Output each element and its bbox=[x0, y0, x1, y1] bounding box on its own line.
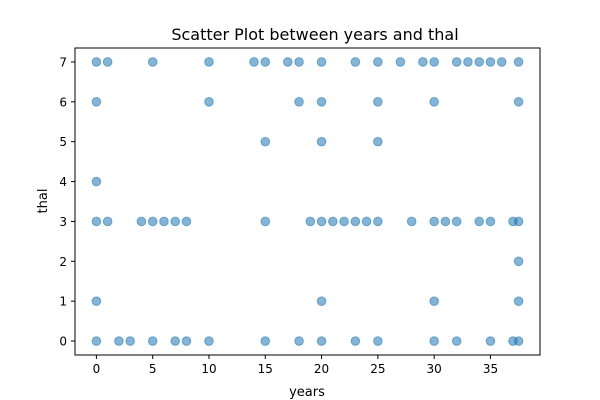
data-point bbox=[316, 97, 327, 107]
data-point bbox=[204, 57, 214, 67]
data-point bbox=[429, 296, 439, 306]
y-tick-label: 5 bbox=[59, 135, 67, 149]
x-axis-ticks: 0 5 10 15 20 25 30 35 bbox=[93, 355, 498, 376]
x-tick-label: 0 bbox=[93, 362, 101, 376]
x-tick-label: 35 bbox=[483, 362, 498, 376]
data-point bbox=[91, 216, 102, 227]
data-point bbox=[373, 97, 383, 107]
data-point bbox=[395, 57, 406, 67]
data-point bbox=[102, 57, 113, 67]
data-point bbox=[316, 296, 327, 306]
x-tick-label: 10 bbox=[201, 362, 216, 376]
data-point bbox=[350, 216, 361, 227]
y-tick-label: 0 bbox=[59, 335, 67, 349]
y-tick-label: 3 bbox=[59, 215, 67, 229]
data-point bbox=[283, 57, 293, 67]
plot-area-frame bbox=[74, 47, 541, 356]
y-tick-label: 6 bbox=[59, 95, 67, 109]
y-axis-label: thal bbox=[36, 189, 51, 214]
data-point bbox=[350, 57, 361, 67]
x-tick-label: 25 bbox=[370, 362, 385, 376]
data-point bbox=[373, 336, 383, 346]
data-point bbox=[429, 97, 439, 107]
x-tick-label: 20 bbox=[314, 362, 329, 376]
data-point bbox=[147, 57, 158, 67]
data-point bbox=[485, 57, 496, 67]
data-point bbox=[485, 336, 496, 346]
data-point bbox=[294, 57, 304, 67]
y-tick-label: 7 bbox=[59, 55, 67, 69]
data-point bbox=[406, 216, 417, 227]
data-point bbox=[305, 216, 316, 227]
data-point bbox=[249, 57, 259, 67]
data-point bbox=[91, 336, 102, 346]
data-point bbox=[294, 97, 304, 107]
data-point bbox=[429, 57, 439, 67]
data-point bbox=[373, 57, 383, 67]
data-point bbox=[91, 97, 102, 107]
data-point bbox=[91, 176, 102, 187]
data-point bbox=[361, 216, 372, 227]
data-point bbox=[418, 57, 428, 67]
data-point bbox=[170, 336, 181, 346]
data-point bbox=[147, 216, 158, 227]
x-axis-label: years bbox=[289, 385, 325, 400]
data-point bbox=[429, 216, 439, 227]
data-point bbox=[260, 336, 271, 346]
data-point bbox=[294, 336, 304, 346]
x-tick-label: 5 bbox=[149, 362, 157, 376]
x-tick-label: 15 bbox=[258, 362, 273, 376]
data-point bbox=[91, 296, 102, 306]
data-point bbox=[91, 57, 102, 67]
data-point bbox=[204, 336, 214, 346]
data-point bbox=[474, 57, 485, 67]
data-point bbox=[204, 97, 214, 107]
y-tick-label: 4 bbox=[59, 175, 67, 189]
data-point bbox=[373, 216, 383, 227]
data-point bbox=[159, 216, 169, 227]
data-point bbox=[170, 216, 181, 227]
data-point bbox=[474, 216, 485, 227]
data-points bbox=[91, 57, 524, 346]
y-tick-label: 2 bbox=[59, 255, 67, 269]
chart-title: Scatter Plot between years and thal bbox=[171, 25, 458, 44]
data-point bbox=[513, 97, 524, 107]
data-point bbox=[125, 336, 135, 346]
data-point bbox=[429, 336, 439, 346]
data-point bbox=[316, 216, 327, 227]
y-tick-label: 1 bbox=[59, 295, 67, 309]
data-point bbox=[147, 336, 158, 346]
data-point bbox=[260, 216, 271, 227]
data-point bbox=[316, 57, 327, 67]
data-point bbox=[451, 336, 462, 346]
data-point bbox=[260, 57, 271, 67]
x-tick-label: 30 bbox=[427, 362, 442, 376]
data-point bbox=[513, 336, 524, 346]
data-point bbox=[451, 57, 462, 67]
data-point bbox=[513, 296, 524, 306]
data-point bbox=[350, 336, 361, 346]
data-point bbox=[496, 57, 507, 67]
data-point bbox=[513, 216, 524, 227]
y-axis-ticks: 0 1 2 3 4 5 6 7 bbox=[59, 55, 75, 349]
data-point bbox=[136, 216, 147, 227]
data-point bbox=[102, 216, 113, 227]
data-point bbox=[181, 216, 192, 227]
data-point bbox=[373, 136, 383, 147]
data-point bbox=[485, 216, 496, 227]
data-point bbox=[463, 57, 473, 67]
data-point bbox=[316, 336, 327, 346]
data-point bbox=[260, 136, 271, 147]
data-point bbox=[339, 216, 349, 227]
data-point bbox=[451, 216, 462, 227]
data-point bbox=[513, 256, 524, 267]
data-point bbox=[114, 336, 124, 346]
data-point bbox=[181, 336, 192, 346]
data-point bbox=[316, 136, 327, 147]
data-point bbox=[328, 216, 338, 227]
data-point bbox=[513, 57, 524, 67]
data-point bbox=[440, 216, 451, 227]
